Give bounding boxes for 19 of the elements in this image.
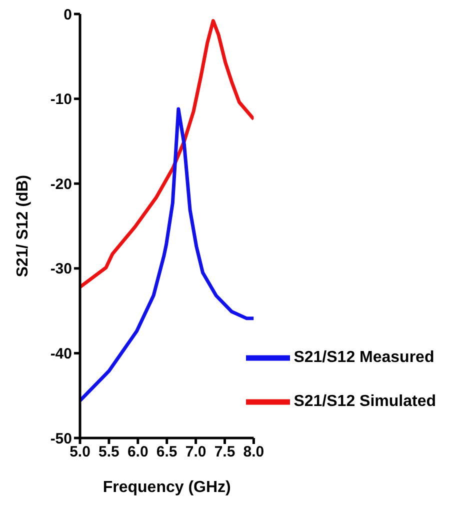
legend-label: S21/S12 Measured [294,349,434,366]
y-tick-label: 0 [64,6,72,24]
x-tick-label: 7.0 [185,444,206,461]
y-tick-label: -30 [50,260,72,278]
y-axis-title: S21/ S12 (dB) [14,174,32,278]
y-tick-label: -40 [50,346,72,363]
x-tick-label: 5.5 [98,444,120,461]
x-axis-title: Frequency (GHz) [102,479,231,496]
legend-label: S21/S12 Simulated [294,393,436,410]
x-tick-label: 6.5 [156,444,178,461]
x-tick-label: 8.0 [243,444,264,461]
line-series [80,107,254,402]
x-tick-label: 7.5 [214,444,236,461]
x-tick-label: 5.0 [70,444,90,461]
line-series [80,19,254,289]
y-tick-label: -10 [50,91,72,108]
y-tick-label: -50 [50,430,72,448]
y-tick-label: -20 [50,176,72,193]
x-tick-label: 6.0 [127,444,148,461]
